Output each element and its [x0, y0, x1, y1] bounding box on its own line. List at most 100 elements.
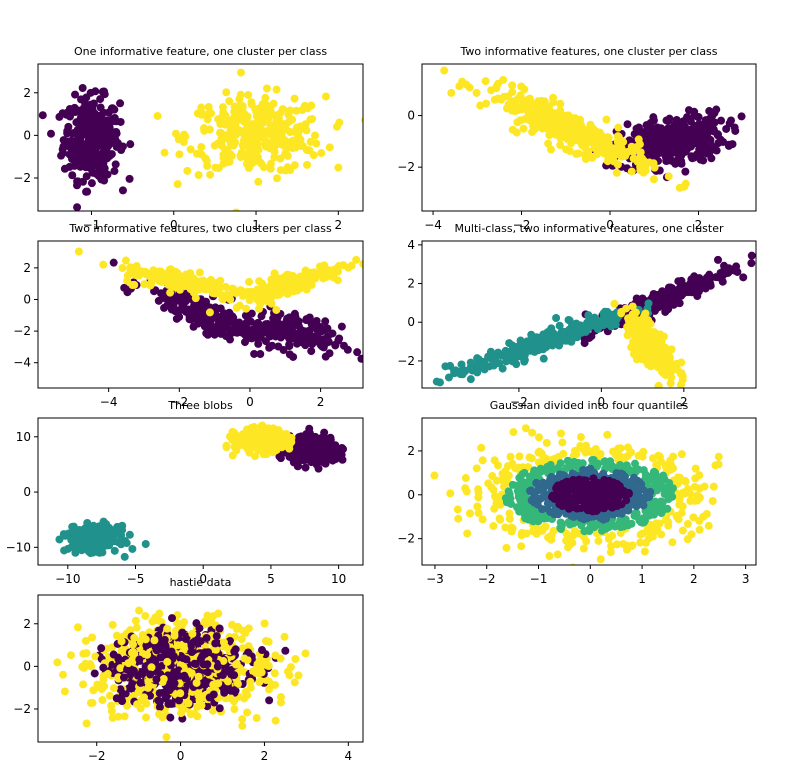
data-point-class-0: [294, 317, 303, 326]
data-point-class-1: [205, 125, 214, 134]
data-point-class-2: [651, 468, 660, 477]
data-point-class-1: [173, 180, 182, 189]
data-point-class-2: [635, 352, 644, 361]
data-point-class-0: [220, 309, 229, 318]
data-point-class-1: [270, 282, 279, 291]
data-point-class-0: [587, 497, 596, 506]
data-point-class-1: [183, 166, 192, 175]
data-point-class-1: [286, 128, 295, 136]
x-tick-label: 2: [690, 572, 698, 586]
data-point-class-1: [230, 705, 239, 714]
data-point-class-1: [112, 631, 121, 640]
data-point-class-0: [671, 159, 680, 168]
data-point-class-1: [538, 109, 547, 118]
data-point-class-1: [272, 305, 281, 314]
data-point-class-0: [38, 111, 47, 120]
data-point-class-1: [213, 139, 222, 148]
data-point-class-0: [279, 346, 288, 355]
data-point-class-0: [73, 203, 82, 211]
data-point-class-2: [666, 487, 675, 496]
data-point-class-1: [180, 130, 189, 139]
data-point-class-0: [747, 259, 756, 268]
data-point-class-1: [614, 138, 623, 147]
data-point-class-0: [103, 152, 112, 161]
data-point-class-3: [596, 450, 605, 458]
data-point-class-1: [535, 480, 544, 489]
data-point-class-0: [169, 302, 178, 311]
data-point-class-0: [100, 126, 109, 135]
data-point-class-1: [511, 107, 520, 116]
data-point-class-1: [204, 280, 213, 289]
data-point-class-1: [567, 336, 576, 345]
data-point-class-3: [623, 443, 632, 452]
data-point-class-0: [228, 312, 237, 321]
x-tick-label: −1: [83, 218, 101, 232]
data-point-class-1: [525, 116, 534, 125]
data-point-class-0: [717, 116, 726, 125]
data-point-class-1: [222, 88, 231, 97]
data-point-class-3: [496, 515, 505, 524]
data-point-class-0: [552, 489, 561, 498]
data-point-class-3: [517, 531, 526, 540]
data-point-class-0: [75, 153, 84, 162]
data-point-class-1: [98, 538, 107, 547]
data-point-class-2: [281, 436, 290, 445]
data-point-class-3: [669, 452, 678, 461]
data-point-class-0: [684, 128, 693, 137]
data-point-class-0: [252, 321, 261, 330]
data-point-class-3: [664, 521, 673, 530]
data-point-class-1: [555, 321, 564, 330]
data-point-class-3: [591, 444, 600, 453]
data-point-class-3: [487, 483, 496, 492]
data-point-class-1: [329, 273, 338, 282]
data-point-class-1: [79, 535, 88, 544]
subplot-1: One informative feature, one cluster per…: [13, 45, 364, 232]
data-point-class-1: [245, 296, 254, 305]
data-point-class-1: [584, 324, 593, 333]
data-point-class-1: [69, 535, 78, 544]
data-point-class-2: [663, 504, 672, 513]
data-point-class-0: [109, 258, 118, 267]
data-point-class-0: [203, 330, 212, 339]
data-point-class-0: [622, 496, 631, 505]
data-point-class-0: [706, 140, 715, 149]
data-point-class-1: [576, 513, 585, 522]
data-point-class-1: [532, 494, 541, 503]
data-point-class-1: [254, 177, 263, 186]
data-point-class-1: [543, 499, 552, 508]
data-point-class-0: [297, 432, 306, 441]
data-point-class-1: [243, 135, 252, 144]
data-point-class-0: [89, 132, 98, 141]
data-point-class-1: [610, 315, 619, 324]
data-point-class-1: [298, 106, 307, 115]
data-point-class-0: [665, 287, 674, 296]
data-point-class-1: [296, 135, 305, 144]
data-point-class-1: [110, 546, 119, 555]
data-point-class-1: [547, 324, 556, 333]
data-point-class-1: [680, 182, 689, 191]
data-point-class-1: [203, 162, 212, 170]
data-point-class-1: [520, 345, 529, 354]
data-point-class-1: [130, 268, 139, 277]
data-point-class-1: [482, 99, 491, 108]
data-point-class-1: [563, 127, 572, 136]
data-point-class-0: [694, 276, 703, 285]
data-point-class-1: [255, 304, 264, 313]
data-point-class-2: [515, 473, 524, 482]
y-tick-label: −2: [397, 354, 415, 368]
data-point-class-3: [538, 525, 547, 534]
data-point-class-0: [587, 332, 596, 341]
data-point-class-1: [334, 163, 343, 172]
axes-frame: [37, 63, 364, 212]
data-point-class-0: [652, 141, 661, 150]
data-point-class-0: [337, 443, 346, 452]
data-point-class-1: [332, 122, 341, 131]
data-point-class-1: [306, 137, 315, 146]
data-point-class-1: [231, 289, 240, 298]
data-point-class-3: [542, 454, 551, 463]
data-point-class-1: [174, 270, 183, 279]
data-point-class-1: [125, 530, 134, 539]
data-point-class-1: [243, 112, 252, 121]
data-point-class-1: [171, 129, 180, 138]
data-point-class-1: [261, 93, 270, 102]
